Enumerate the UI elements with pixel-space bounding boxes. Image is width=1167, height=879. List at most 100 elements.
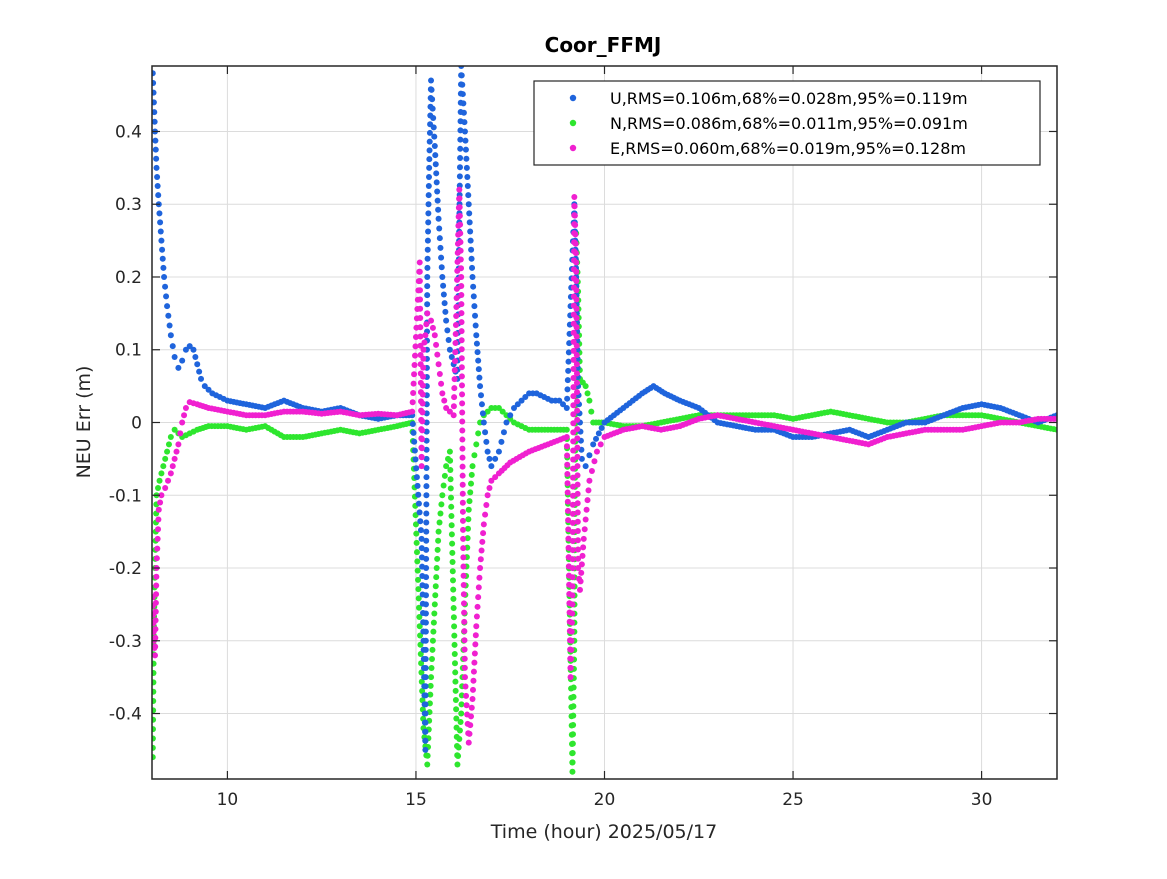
data-point <box>569 740 576 747</box>
data-point <box>424 273 431 280</box>
data-point <box>584 497 591 504</box>
data-point <box>448 354 455 361</box>
data-point <box>409 399 416 406</box>
data-point <box>443 404 450 411</box>
data-point <box>574 537 581 544</box>
data-point <box>427 691 434 698</box>
data-point <box>479 538 486 545</box>
data-point <box>428 86 435 93</box>
data-point <box>451 394 458 401</box>
data-point <box>461 618 468 625</box>
data-point <box>182 404 189 411</box>
data-point <box>465 506 472 513</box>
data-point <box>448 513 455 520</box>
data-point <box>458 292 465 299</box>
data-point <box>450 403 457 410</box>
data-point <box>458 301 465 308</box>
data-point <box>459 463 466 470</box>
legend-label: E,RMS=0.060m,68%=0.019m,95%=0.128m <box>610 139 966 158</box>
data-point <box>569 547 576 554</box>
data-point <box>465 739 472 746</box>
data-point <box>573 361 580 368</box>
data-point <box>413 474 420 481</box>
data-point <box>423 455 430 462</box>
data-point <box>500 429 507 436</box>
data-point <box>186 343 193 350</box>
data-point <box>456 727 463 734</box>
data-point <box>422 655 429 662</box>
data-point <box>480 530 487 537</box>
data-point <box>153 591 160 598</box>
data-point <box>456 186 463 193</box>
data-point <box>415 500 422 507</box>
data-point <box>483 438 490 445</box>
data-point <box>434 188 441 195</box>
data-point <box>192 354 199 361</box>
data-point <box>570 474 577 481</box>
data-point <box>414 482 421 489</box>
data-point <box>412 343 419 350</box>
data-point <box>460 526 467 533</box>
data-point <box>478 401 485 408</box>
data-point <box>450 577 457 584</box>
data-point <box>471 303 478 310</box>
data-point <box>460 535 467 542</box>
data-point <box>458 701 465 708</box>
data-point <box>564 452 571 459</box>
data-point <box>463 164 470 171</box>
data-point <box>161 273 168 280</box>
data-point <box>431 601 438 608</box>
data-point <box>432 152 439 159</box>
data-point <box>458 273 465 280</box>
data-point <box>565 526 572 533</box>
data-point <box>155 192 162 199</box>
y-tick-label: -0.2 <box>109 559 142 579</box>
data-point <box>573 314 580 321</box>
data-point <box>412 352 419 359</box>
data-point <box>158 237 165 244</box>
y-tick-label: 0.1 <box>115 341 142 361</box>
data-point <box>472 632 479 639</box>
data-point <box>465 192 472 199</box>
data-point <box>465 516 472 523</box>
data-point <box>423 492 430 499</box>
data-point <box>165 441 172 448</box>
data-point <box>426 147 433 154</box>
data-point <box>574 527 581 534</box>
data-point <box>449 559 456 566</box>
data-point <box>454 761 461 768</box>
data-point <box>432 161 439 168</box>
data-point <box>422 746 429 753</box>
data-point <box>152 79 157 86</box>
data-point <box>152 137 159 144</box>
data-point <box>409 421 416 428</box>
data-point <box>574 546 581 553</box>
data-point <box>573 305 580 312</box>
data-point <box>440 482 447 489</box>
data-point <box>152 669 157 676</box>
data-point <box>586 397 593 404</box>
data-point <box>438 254 445 261</box>
data-point <box>573 277 580 284</box>
data-point <box>460 554 467 561</box>
data-point <box>177 430 184 437</box>
data-point <box>152 716 157 723</box>
data-point <box>492 455 499 462</box>
data-point <box>419 409 426 416</box>
data-point <box>424 237 431 244</box>
data-point <box>435 215 442 222</box>
data-point <box>574 426 581 433</box>
data-point <box>414 558 421 565</box>
data-point <box>568 646 575 653</box>
data-point <box>569 538 576 545</box>
data-point <box>423 583 430 590</box>
data-point <box>570 411 577 418</box>
data-point <box>438 264 445 271</box>
x-tick-label: 15 <box>405 790 427 810</box>
data-point <box>438 501 445 508</box>
data-point <box>586 477 593 484</box>
data-point <box>420 364 427 371</box>
data-point <box>456 164 463 171</box>
data-point <box>459 418 466 425</box>
